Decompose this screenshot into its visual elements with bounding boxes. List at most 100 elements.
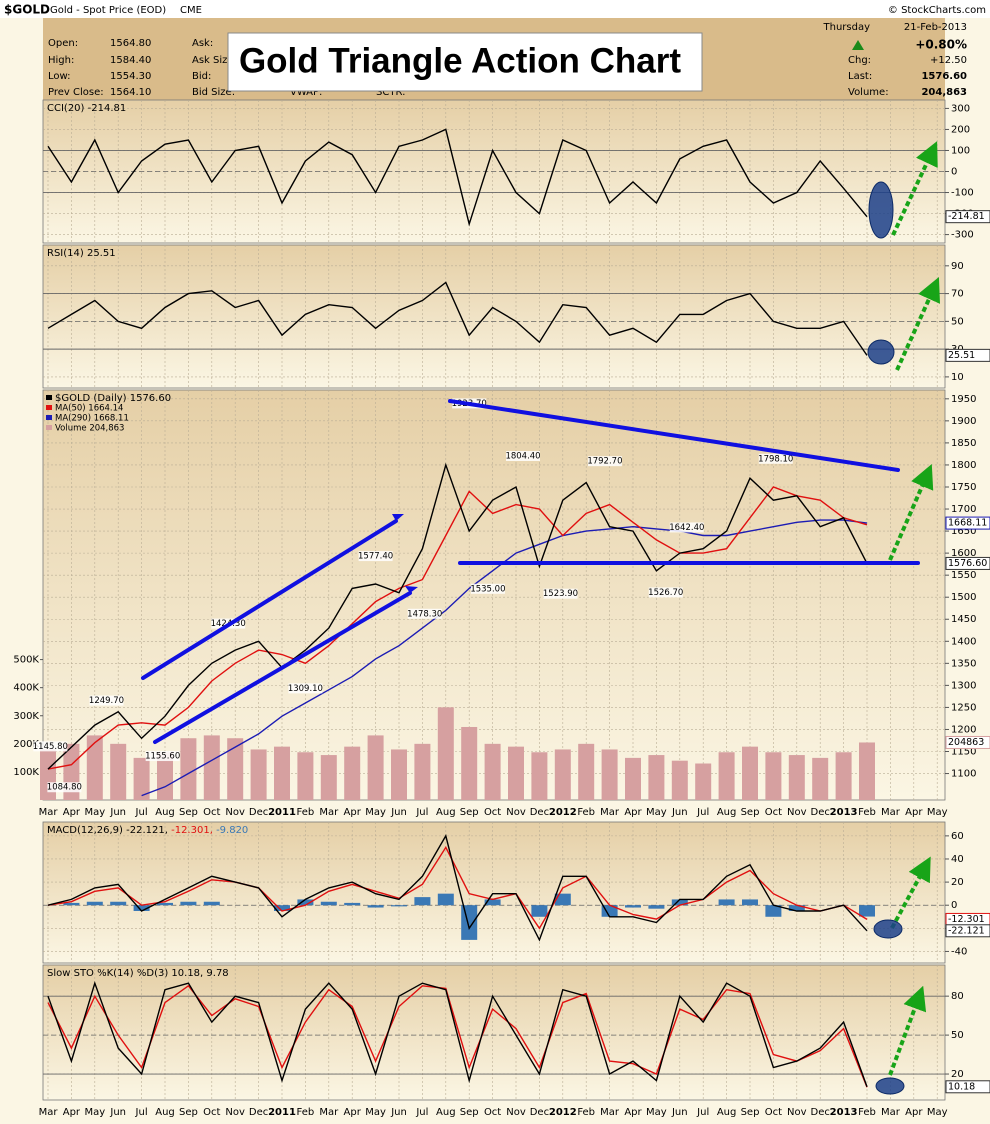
y-tick-label: 60 [951,831,964,842]
volume-bar [859,742,875,800]
y-tick-label: 1550 [951,570,976,581]
signal-arrows [888,141,941,1076]
x-tick-label: Apr [624,1107,642,1118]
histogram-bar [437,893,454,906]
x-tick-label: Apr [63,1107,81,1118]
x-tick-label: Mar [881,1107,901,1118]
x-tick-label: Dec [249,1107,268,1118]
x-tick-label: Sep [179,1107,198,1118]
histogram-bar [414,897,431,906]
legend-entry: MA(50) 1664.14 [55,404,123,414]
volume-bar [508,746,524,800]
top-bar [0,0,990,18]
title-part: -12.301, [171,825,213,836]
x-tick-label: Feb [297,807,315,818]
x-tick-label: 2011 [268,1107,296,1118]
volume-bar [625,757,641,800]
y-tick-label: 0 [951,167,957,178]
title-box [227,32,703,92]
x-tick-label: Dec [811,1107,830,1118]
x-tick-label: Mar [600,807,620,818]
y-tick-label: 1100 [951,769,976,780]
y-tick-label: 1600 [951,548,976,559]
y-tick-label: 1350 [951,658,976,669]
field-value: +12.50 [930,55,967,66]
value-tag: 1668.11 [948,518,987,529]
x-tick-label: Jul [135,1107,148,1118]
field-label: Prev Close: [48,87,104,98]
x-tick-label: Jun [671,807,688,818]
value-tag: 25.51 [948,350,975,361]
value-tag-bg [945,1080,990,1094]
histogram-bar [63,902,80,906]
annotation: 1577.40 [358,552,393,562]
series-line [47,281,868,356]
histogram-bar [742,899,758,906]
histogram-bar [203,901,220,906]
annotation: 1084.80 [47,783,82,793]
x-tick-label: Apr [344,1107,362,1118]
x-tick-label: Aug [155,807,175,818]
volume-bar [835,752,852,800]
title-part: -9.820 [216,825,248,836]
field-value: 1554.30 [110,71,151,82]
panel-title: CCI(20) -214.81 [47,103,126,114]
series-line [47,845,868,930]
annotation-bg [47,782,82,793]
volume-bar [86,735,103,800]
histogram-bar [297,899,314,906]
resistance-line [448,399,900,472]
annotation: 1642.40 [669,523,704,533]
panel-bg [42,244,946,389]
field-label: Last: [848,71,872,82]
histogram-bar [484,899,501,906]
day: Thursday [823,22,871,33]
annotation: 1145.80 [33,742,68,752]
annotation-bg [89,695,124,706]
annotation-bg [145,751,180,762]
x-tick-label: May [927,1107,948,1118]
histogram-bar [531,905,548,917]
annotation-bg [543,588,578,599]
x-tick-label: Nov [787,1107,807,1118]
exchange: CME [180,5,202,16]
y-tick-label: 1400 [951,636,976,647]
annotation: 1535.00 [470,584,505,594]
field-label: Low: [48,71,71,82]
x-tick-label: Mar [600,1107,620,1118]
x-tick-label: Mar [319,807,339,818]
histogram-bar [788,905,805,911]
highlight-ovals [867,181,905,1095]
arrow [890,856,931,929]
x-tick-label: Jun [109,1107,126,1118]
x-tick-label: May [84,807,105,818]
y-tick-label: 1800 [951,460,976,471]
field-label: Ask Size: [192,55,237,66]
volume-bar [531,752,548,800]
channel-lower [153,591,412,744]
x-tick-label: Nov [225,807,245,818]
value-tag: -12.301 [948,914,985,925]
symbol: $GOLD [4,3,50,17]
x-tick-label: Sep [460,807,479,818]
x-tick-label: Jul [415,807,428,818]
field-label: Bid: [192,71,211,82]
arrow [895,277,941,371]
volume-bar [274,746,290,800]
annotation: 1249.70 [89,696,124,706]
volume-bar [180,738,197,800]
volume-bar [437,707,454,800]
x-tick-label: Aug [717,1107,737,1118]
y-tick-label: 200 [951,124,970,135]
legend-entry: MA(290) 1668.11 [55,414,129,424]
annotation: 1792.70 [587,457,622,467]
y-tick-label: 100 [951,145,970,156]
histogram-bar [180,901,197,906]
volume-bar [578,743,595,800]
volume-bar [203,735,220,800]
x-tick-label: Apr [624,807,642,818]
histogram-bar [391,905,407,907]
annotation: 1523.90 [543,589,578,599]
